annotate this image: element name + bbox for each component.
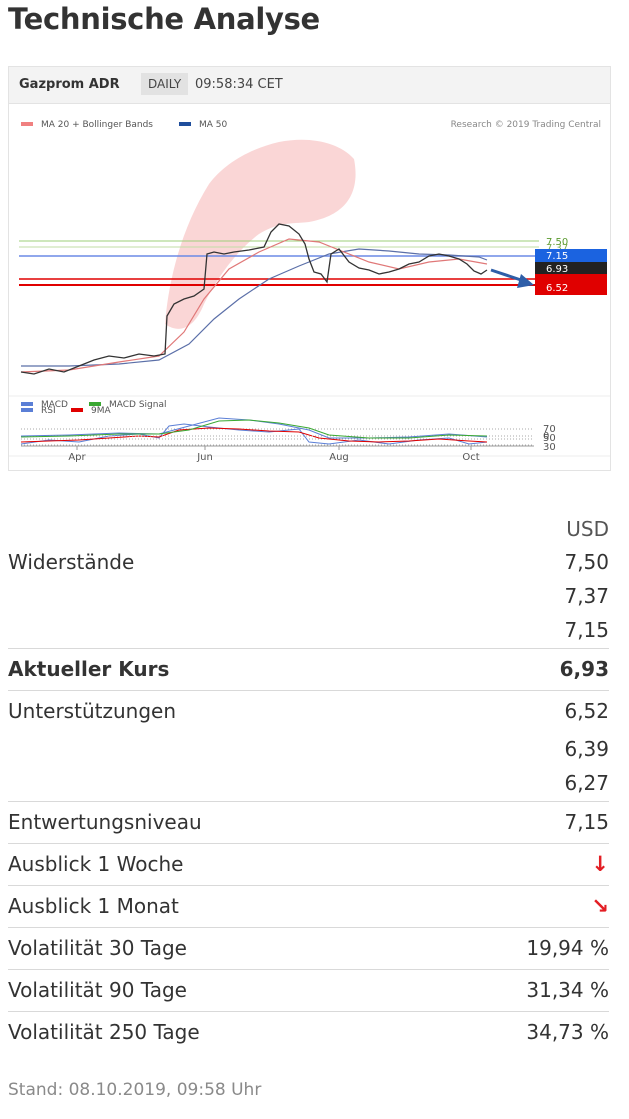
tag-support-bg xyxy=(535,274,607,295)
legend-rsi-swatch xyxy=(21,408,33,412)
invalidation-value: 7,15 xyxy=(429,800,609,843)
tag-737: 7.37 xyxy=(546,243,568,254)
legend-macd-label: MACD xyxy=(41,400,68,410)
tag-652: 6.52 xyxy=(546,283,568,294)
chart-time: 09:58:34 CET xyxy=(195,77,283,92)
period-button[interactable]: DAILY xyxy=(141,73,189,95)
resistance-value-3: 7,15 xyxy=(564,618,609,643)
macd-svg: MACD MACD Signal 0 Apr Jun Aug Oct xyxy=(20,400,549,463)
x-label-aug: Aug xyxy=(329,452,349,463)
support-value-2: 6,39 xyxy=(564,737,609,761)
rsi-ma-line xyxy=(20,427,488,443)
forecast-arrow-head xyxy=(517,274,534,288)
arrow-down-right-icon: ↘ xyxy=(591,894,609,918)
rsi-label-70: 70 xyxy=(543,424,556,435)
resistance-value-1: 7,50 xyxy=(564,550,609,574)
invalidation-label: Entwertungsniveau xyxy=(8,800,430,843)
volatility-90-value: 31,34 % xyxy=(429,968,609,1011)
volatility-90-label: Volatilität 90 Tage xyxy=(8,968,430,1011)
legend-macd-signal-label: MACD Signal xyxy=(109,400,167,410)
tag-693: 6.93 xyxy=(546,264,568,275)
chart-header: Gazprom ADR DAILY 09:58:34 CET xyxy=(9,67,610,104)
resistance-value-2: 7,37 xyxy=(564,584,609,608)
x-label-oct: Oct xyxy=(462,452,479,463)
bollinger-band xyxy=(165,139,356,329)
legend-9ma-label: 9MA xyxy=(91,406,111,416)
volatility-30-label: Volatilität 30 Tage xyxy=(8,926,430,969)
x-label-jun: Jun xyxy=(196,452,213,463)
chart-copyright: Research © 2019 Trading Central xyxy=(451,120,601,130)
outlook-week-label: Ausblick 1 Woche xyxy=(8,842,430,885)
legend-macd-swatch xyxy=(21,402,33,406)
x-label-apr: Apr xyxy=(68,452,86,463)
arrow-down-icon: ↓ xyxy=(591,852,609,876)
legend-bollinger-swatch xyxy=(21,122,33,126)
tag-715: 7.15 xyxy=(546,251,568,262)
ma20-line xyxy=(20,238,488,373)
technical-chart: Gazprom ADR DAILY 09:58:34 CET MA 20 + B… xyxy=(8,66,611,471)
price-series xyxy=(20,223,488,375)
technical-analysis-table: USD Widerstände 7,50 7,37 7,15 Aktueller… xyxy=(8,512,609,1053)
support-value-3: 6,27 xyxy=(564,771,609,796)
legend-ma50-swatch xyxy=(179,122,191,126)
tag-693-bg xyxy=(535,262,607,274)
volatility-30-value: 19,94 % xyxy=(429,926,609,969)
macd-zero-label: 0 xyxy=(543,431,549,442)
legend-9ma-swatch xyxy=(71,408,83,412)
page-title: Technische Analyse xyxy=(8,2,320,36)
tag-750: 7.50 xyxy=(546,237,568,248)
timestamp-footer: Stand: 08.10.2019, 09:58 Uhr xyxy=(8,1080,262,1100)
legend-rsi-label: RSI xyxy=(41,406,56,416)
volatility-250-label: Volatilität 250 Tage xyxy=(8,1010,430,1053)
support-value-1: 6,52 xyxy=(429,689,609,732)
currency-label: USD xyxy=(566,516,609,541)
legend-bollinger-label: MA 20 + Bollinger Bands xyxy=(41,120,153,130)
instrument-name: Gazprom ADR xyxy=(19,77,120,92)
resistances-label: Widerstände xyxy=(8,550,135,574)
tag-715-bg xyxy=(535,249,607,262)
legend-macd-signal-swatch xyxy=(89,402,101,406)
ma50-line xyxy=(21,248,488,367)
legend-ma50-label: MA 50 xyxy=(199,120,228,130)
macd-signal-line xyxy=(20,419,488,439)
chart-svg: MA 20 + Bollinger Bands MA 50 Research ©… xyxy=(9,120,610,457)
supports-label: Unterstützungen xyxy=(8,689,430,732)
rsi-label-50: 50 xyxy=(543,433,556,444)
current-price-label: Aktueller Kurs xyxy=(8,647,430,690)
current-price-value: 6,93 xyxy=(429,647,609,690)
volatility-250-value: 34,73 % xyxy=(429,1010,609,1053)
rsi-label-30: 30 xyxy=(543,442,556,453)
outlook-month-label: Ausblick 1 Monat xyxy=(8,884,430,927)
